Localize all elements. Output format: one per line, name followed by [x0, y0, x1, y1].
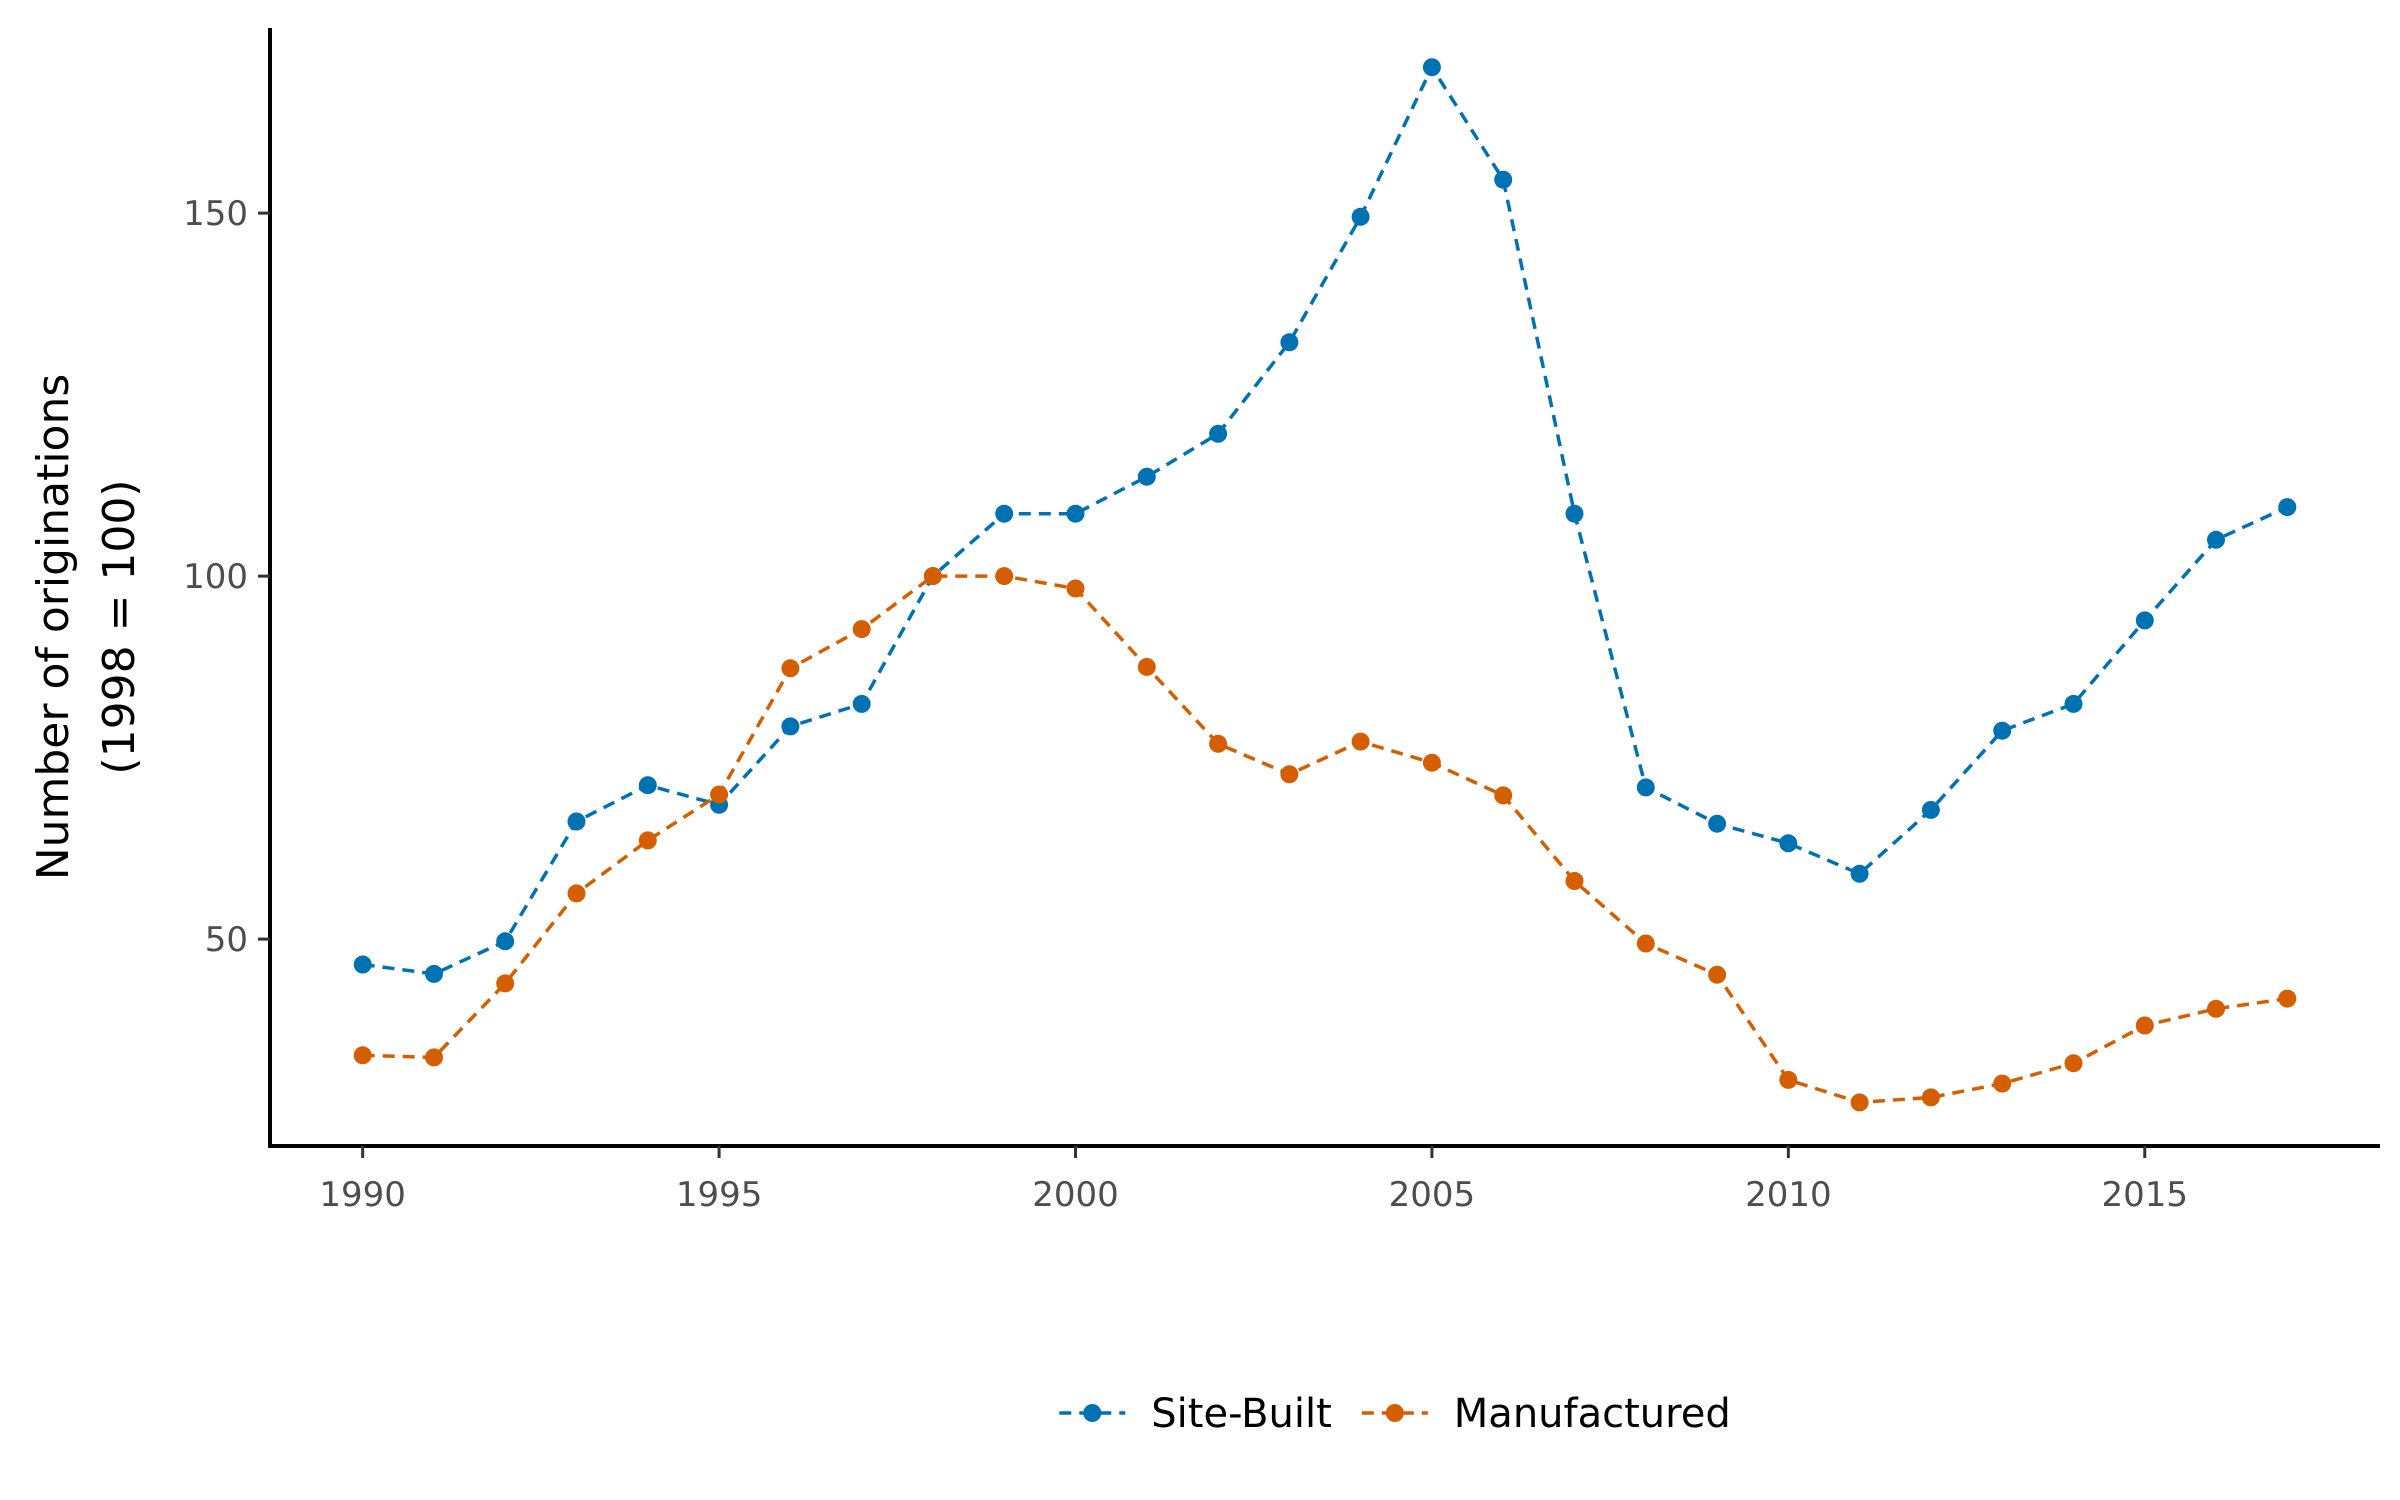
data-point — [1280, 765, 1299, 784]
data-point — [1708, 814, 1727, 833]
data-point — [2278, 989, 2297, 1008]
data-point — [1066, 579, 1085, 598]
data-point — [1209, 734, 1228, 753]
series-layer — [353, 58, 2297, 1112]
data-point — [1137, 467, 1156, 486]
x-tick-label: 1995 — [676, 1175, 763, 1215]
y-tick-label: 50 — [205, 920, 248, 960]
data-point — [1494, 786, 1513, 805]
legend-key-marker — [1385, 1404, 1404, 1422]
x-tick-label: 2010 — [1745, 1175, 1832, 1215]
data-point — [1280, 333, 1299, 352]
data-point — [781, 717, 800, 736]
data-point — [2135, 611, 2154, 630]
legend-label: Site-Built — [1151, 1391, 1332, 1437]
y-tick-label: 150 — [183, 194, 248, 234]
data-point — [1779, 834, 1798, 853]
data-point — [1993, 1074, 2012, 1093]
data-point — [567, 884, 586, 903]
y-axis-label-line: Number of originations — [28, 374, 79, 881]
data-point — [425, 1048, 443, 1067]
series-site-built — [353, 58, 2297, 983]
data-point — [2135, 1016, 2154, 1035]
axis-ticks: 1990 1995 2000 2005 2010 2015 50 100 150 — [183, 194, 2188, 1215]
data-point — [496, 974, 515, 993]
data-point — [1565, 872, 1584, 890]
legend-label: Manufactured — [1454, 1391, 1731, 1437]
series-line — [362, 65, 2289, 976]
data-point — [1708, 965, 1727, 984]
data-point — [1993, 721, 2012, 740]
data-point — [1636, 778, 1655, 797]
data-point — [995, 504, 1014, 523]
series-line — [362, 574, 2288, 1105]
data-point — [710, 785, 729, 804]
data-point — [353, 1046, 372, 1065]
data-point — [1850, 1093, 1869, 1112]
x-tick-label: 2005 — [1389, 1175, 1476, 1215]
data-point — [353, 955, 372, 974]
data-point — [1351, 732, 1370, 751]
data-point — [1137, 657, 1156, 676]
legend-item: Site-Built — [1059, 1391, 1332, 1437]
legend-key-marker — [1083, 1404, 1102, 1422]
data-point — [1636, 934, 1655, 953]
data-point — [1921, 1088, 1940, 1107]
data-point — [496, 932, 515, 951]
data-point — [852, 694, 871, 713]
data-point — [2064, 694, 2083, 713]
data-point — [567, 812, 586, 831]
x-tick-label: 2000 — [1032, 1175, 1119, 1215]
data-point — [1351, 207, 1370, 226]
data-point — [2064, 1054, 2083, 1073]
y-tick-label: 100 — [183, 557, 248, 597]
data-point — [2207, 999, 2225, 1018]
data-point — [923, 567, 942, 586]
legend: Site-Built Manufactured — [1059, 1391, 1731, 1437]
y-axis-label-line: (1998 = 100) — [94, 479, 145, 774]
data-point — [425, 964, 443, 983]
data-point — [1422, 753, 1441, 772]
data-point — [781, 659, 800, 678]
data-point — [2207, 530, 2225, 549]
series-manufactured — [353, 567, 2297, 1112]
x-tick-label: 2015 — [2101, 1175, 2188, 1215]
legend-item: Manufactured — [1361, 1391, 1731, 1437]
axes — [268, 28, 2380, 1148]
data-point — [995, 567, 1014, 586]
data-point — [1066, 504, 1085, 523]
data-point — [1779, 1070, 1798, 1089]
data-point — [638, 776, 657, 795]
x-tick-label: 1990 — [319, 1175, 406, 1215]
data-point — [1565, 504, 1584, 523]
data-point — [852, 620, 871, 639]
data-point — [638, 831, 657, 850]
data-point — [1494, 170, 1513, 189]
data-point — [2278, 498, 2297, 517]
data-point — [1921, 800, 1940, 819]
data-point — [1422, 58, 1441, 77]
y-axis-label: Number of originations (1998 = 100) — [28, 374, 145, 881]
data-point — [1209, 424, 1228, 443]
data-point — [1850, 864, 1869, 883]
y-axis-title: Number of originations (1998 = 100) — [28, 374, 145, 881]
